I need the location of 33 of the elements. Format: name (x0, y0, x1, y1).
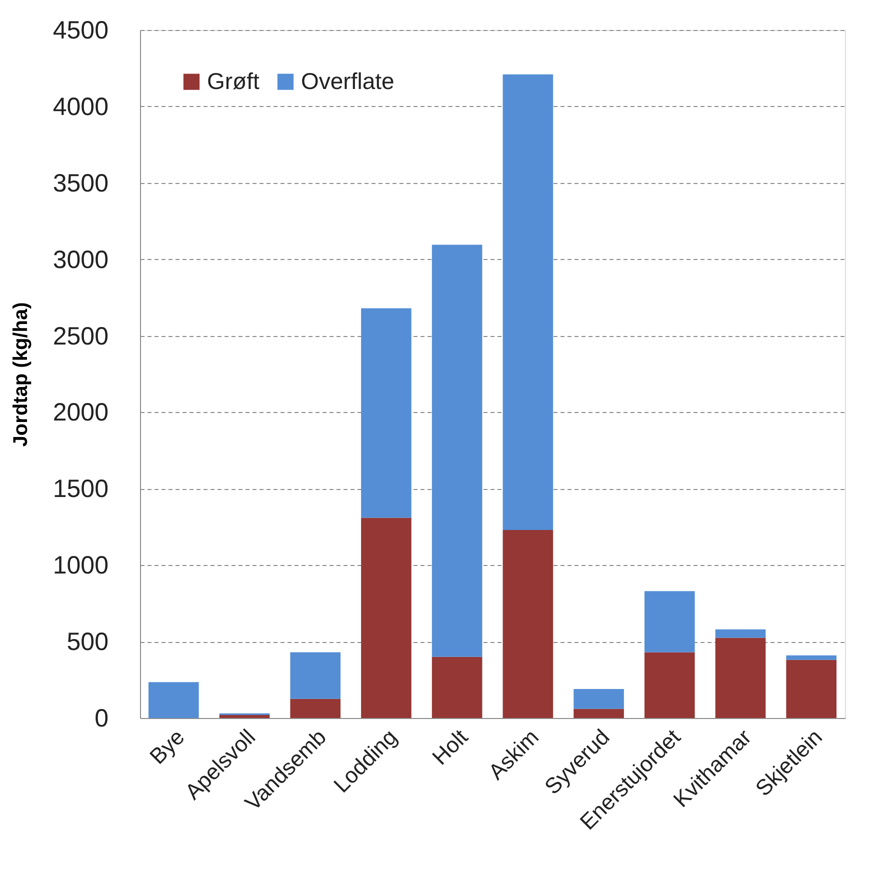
legend-label: Grøft (207, 68, 260, 94)
bar (574, 688, 624, 709)
bar (432, 244, 482, 657)
bar (290, 698, 341, 718)
bar (432, 656, 482, 718)
bar (361, 518, 412, 718)
y-tick-label: 3000 (52, 246, 108, 274)
bar (219, 714, 270, 718)
bar (290, 652, 341, 699)
y-tick-label: 4500 (52, 16, 108, 44)
y-axis-title: Jordtap (kg/ha) (10, 302, 32, 447)
y-tick-label: 1500 (52, 475, 108, 504)
bar (502, 74, 554, 530)
bar (786, 660, 836, 718)
bar (574, 708, 624, 718)
y-tick-label: 1000 (52, 552, 108, 580)
y-tick-label: 2500 (52, 322, 108, 350)
y-tick-label: 2000 (52, 398, 108, 427)
x-tick-label: Holt (427, 724, 473, 770)
bar (715, 629, 766, 638)
bar (644, 591, 695, 652)
bar (148, 682, 199, 718)
y-tick-label: 4000 (52, 92, 108, 121)
bar (786, 655, 836, 660)
y-tick-label: 3500 (52, 169, 108, 198)
bar (644, 652, 695, 718)
y-tick-label: 500 (66, 628, 108, 656)
x-tick-label: Bye (144, 724, 190, 769)
y-tick-label: 0 (94, 704, 108, 732)
legend-label: Overflate (301, 68, 394, 94)
bar (502, 530, 554, 718)
bar (715, 638, 766, 718)
bar (361, 308, 412, 518)
